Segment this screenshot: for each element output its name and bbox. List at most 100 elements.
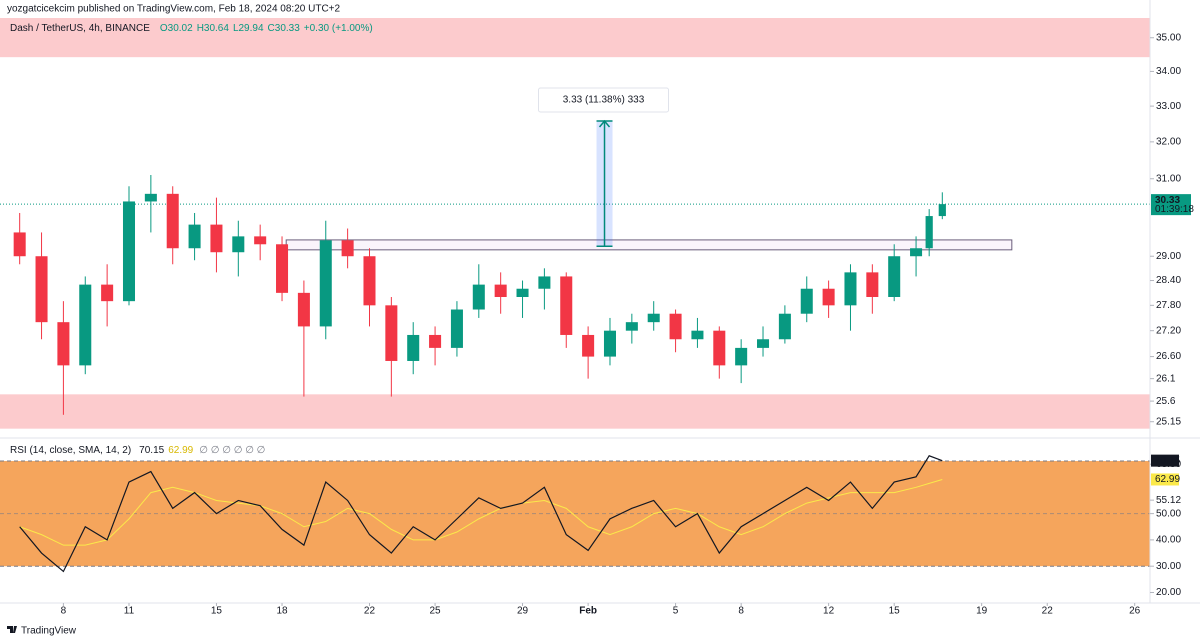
symbol: Dash / TetherUS, 4h, BINANCE <box>10 23 150 34</box>
x-tick-label: 15 <box>889 606 901 617</box>
candle-body <box>276 244 289 293</box>
candle-body <box>778 313 791 340</box>
ohlc-value: +0.30 (+1.00%) <box>304 23 373 34</box>
last-value-box <box>1151 454 1179 467</box>
x-tick-label: 29 <box>517 606 529 617</box>
y-tick-label: 27.80 <box>1156 300 1181 311</box>
last-value-box <box>1151 473 1179 486</box>
y-tick-label: 26.60 <box>1156 351 1181 362</box>
y-tick-label: 34.00 <box>1156 66 1181 77</box>
candle-body <box>888 256 901 298</box>
y-tick-label: 25.15 <box>1156 416 1181 427</box>
y-tick-label: 29.00 <box>1156 251 1181 262</box>
y-tick-label: 32.00 <box>1156 137 1181 148</box>
range-rectangle <box>285 239 1013 251</box>
brand-name: TradingView <box>21 626 77 637</box>
candle-body <box>582 334 595 357</box>
x-tick-label: 15 <box>211 606 223 617</box>
x-tick-label: 8 <box>61 606 67 617</box>
candle-body <box>188 224 201 249</box>
brand: TradingView <box>7 626 77 637</box>
candle-body <box>232 236 245 253</box>
x-tick-label: 5 <box>673 606 679 617</box>
ohlc-value: O30.02 <box>160 23 193 34</box>
candle-body <box>450 309 463 348</box>
candle-body <box>735 347 748 366</box>
last-value-label: 70.15 <box>1155 455 1180 466</box>
candle-body <box>691 330 704 340</box>
x-tick-label: 26 <box>1129 606 1141 617</box>
chart-layer: 3.33 (11.38%) 333 <box>0 18 1150 573</box>
zone <box>0 18 1150 58</box>
candle-body <box>494 284 507 298</box>
y-tick-label: 31.00 <box>1156 173 1181 184</box>
legend-tail: ∅ ∅ ∅ ∅ ∅ ∅ <box>199 445 265 456</box>
candle-body <box>938 204 946 217</box>
candle-body <box>647 313 660 323</box>
measure-label: 3.33 (11.38%) 333 <box>563 95 645 106</box>
candle-body <box>166 193 179 249</box>
y-tick-label: 28.40 <box>1156 275 1181 286</box>
y-tick-label: 27.20 <box>1156 325 1181 336</box>
candle-body <box>669 313 682 340</box>
candle-body <box>603 330 616 357</box>
candle-body <box>407 334 420 361</box>
y-tick-label: 33.00 <box>1156 101 1181 112</box>
candle-body <box>844 272 857 306</box>
candle-body <box>516 288 529 298</box>
candle-body <box>625 322 638 331</box>
candle-body <box>429 334 442 348</box>
x-tick-label: 22 <box>364 606 376 617</box>
candle-body <box>144 193 157 202</box>
last-value-label: 62.99 <box>1155 474 1180 485</box>
candle-body <box>297 292 310 327</box>
rsi-line <box>19 478 943 546</box>
candle-body <box>319 240 332 327</box>
attribution: yozgatcicekcim published on TradingView.… <box>7 4 341 15</box>
candle-body <box>472 284 485 310</box>
candle-body <box>800 288 813 314</box>
y-tick-label: 25.6 <box>1156 396 1176 407</box>
x-tick-label: 12 <box>823 606 835 617</box>
candle-body <box>57 322 70 366</box>
x-tick-label: 19 <box>976 606 988 617</box>
candle-body <box>822 288 835 306</box>
countdown-label: 01:39:18 <box>1155 204 1194 215</box>
candle-body <box>363 256 376 306</box>
last-price-box <box>1151 194 1191 216</box>
candle-body <box>13 232 26 257</box>
y-tick-label: 26.1 <box>1156 373 1176 384</box>
y-tick-label: 30.00 <box>1156 561 1181 572</box>
brand-logo <box>7 626 17 633</box>
candle-body <box>866 272 879 298</box>
candle-body <box>713 330 726 366</box>
y-tick-label: 40.00 <box>1156 535 1181 546</box>
y-tick-label: 55.12 <box>1156 495 1181 506</box>
ohlc-value: C30.33 <box>268 23 301 34</box>
candle-body <box>101 284 114 302</box>
x-tick-label: 11 <box>124 606 135 617</box>
y-tick-label: 50.00 <box>1156 508 1181 519</box>
x-tick-label: 18 <box>276 606 288 617</box>
x-tick-label: 8 <box>738 606 744 617</box>
last-price-label: 30.33 <box>1155 195 1180 206</box>
zone <box>0 394 1150 429</box>
ohlc-value: L29.94 <box>233 23 264 34</box>
candle-body <box>757 339 770 348</box>
x-tick-label: 25 <box>430 606 442 617</box>
candle-body <box>210 224 223 253</box>
rsi-legend: RSI (14, close, SMA, 14, 2) 70.15 62.99 ∅ ∅… <box>10 445 265 456</box>
legend-value: 62.99 <box>168 445 193 456</box>
candle-body <box>79 284 92 366</box>
y-tick-label: 20.00 <box>1156 587 1181 598</box>
candle-body <box>341 240 354 257</box>
candle-body <box>538 276 551 289</box>
candle-body <box>385 305 398 361</box>
rsi-name: RSI (14, close, SMA, 14, 2) <box>10 445 131 456</box>
measure-label-box <box>538 87 670 113</box>
candle-body <box>122 201 136 302</box>
x-tick-label: 22 <box>1042 606 1054 617</box>
candle-body <box>254 236 267 245</box>
ohlc-value: H30.64 <box>197 23 230 34</box>
